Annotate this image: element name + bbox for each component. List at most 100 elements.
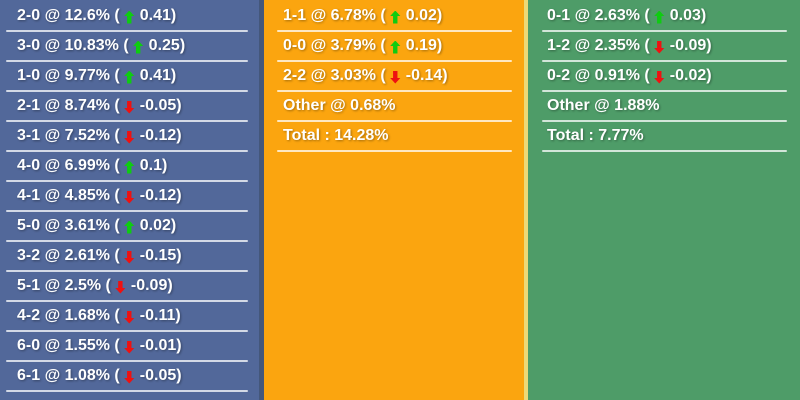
open-paren: (: [639, 37, 650, 54]
change-value: -0.05: [139, 367, 177, 384]
close-paren: ): [170, 67, 177, 84]
score-label: 5-0 @ 3.61%: [17, 217, 110, 234]
change-value: 0.41: [139, 67, 171, 84]
open-paren: (: [109, 367, 120, 384]
row-divider: [6, 240, 248, 242]
score-label: 4-0 @ 6.99%: [17, 157, 110, 174]
change-value: 0.41: [139, 7, 171, 24]
score-label: 6-1 @ 1.08%: [17, 367, 110, 384]
change-value: -0.01: [139, 337, 177, 354]
close-paren: ): [700, 7, 707, 24]
row-divider: [277, 120, 512, 122]
score-label: 0-1 @ 2.63%: [547, 7, 640, 24]
up-arrow-icon: [390, 10, 401, 24]
score-label: Other @ 0.68%: [283, 97, 396, 114]
score-label: 1-0 @ 9.77%: [17, 67, 110, 84]
row-divider: [6, 360, 248, 362]
score-label: 3-1 @ 7.52%: [17, 127, 110, 144]
score-row: 4-2 @ 1.68% (-0.11): [0, 302, 259, 330]
score-label: 0-2 @ 0.91%: [547, 67, 640, 84]
home-win-scores-panel: 2-0 @ 12.6% (0.41) 3-0 @ 10.83% (0.25) 1-0…: [0, 0, 264, 400]
open-paren: (: [375, 67, 386, 84]
down-arrow-icon: [124, 130, 135, 144]
row-divider: [277, 150, 512, 152]
row-divider: [6, 390, 248, 392]
score-row: 1-0 @ 9.77% (0.41): [0, 62, 259, 90]
close-paren: ): [176, 367, 182, 384]
score-row: 5-1 @ 2.5% (-0.09): [0, 272, 259, 300]
row-divider: [542, 30, 787, 32]
draw-scores-panel: 1-1 @ 6.78% (0.02) 0-0 @ 3.79% (0.19) 2-2 …: [264, 0, 524, 400]
change-value: 0.25: [148, 37, 180, 54]
down-arrow-icon: [115, 280, 126, 294]
row-divider: [6, 150, 248, 152]
score-label: 5-1 @ 2.5%: [17, 277, 102, 294]
score-row: Total : 14.28%: [264, 122, 524, 150]
row-divider: [6, 210, 248, 212]
score-label: 3-0 @ 10.83%: [17, 37, 119, 54]
score-row: 0-0 @ 3.79% (0.19): [264, 32, 524, 60]
open-paren: (: [109, 67, 120, 84]
score-label: 6-0 @ 1.55%: [17, 337, 110, 354]
row-divider: [6, 30, 248, 32]
score-row: 5-0 @ 3.61% (0.02): [0, 212, 259, 240]
score-label: Total : 14.28%: [283, 127, 389, 144]
score-label: 2-1 @ 8.74%: [17, 97, 110, 114]
close-paren: ): [176, 337, 182, 354]
row-divider: [542, 150, 787, 152]
row-divider: [6, 330, 248, 332]
score-row: 1-1 @ 6.78% (0.02): [264, 2, 524, 30]
score-row: 2-2 @ 3.03% ( -0.14): [264, 62, 524, 90]
close-paren: ): [436, 7, 443, 24]
close-paren: ): [706, 67, 712, 84]
score-row: 0-2 @ 0.91% (-0.02): [528, 62, 800, 90]
change-value: -0.09: [669, 37, 707, 54]
close-paren: ): [436, 37, 443, 54]
open-paren: (: [109, 307, 120, 324]
change-value: -0.12: [139, 187, 177, 204]
open-paren: (: [109, 157, 120, 174]
change-value: 0.02: [139, 217, 171, 234]
down-arrow-icon: [654, 70, 665, 84]
up-arrow-icon: [133, 40, 144, 54]
up-arrow-icon: [124, 220, 135, 234]
open-paren: (: [109, 127, 120, 144]
up-arrow-icon: [124, 10, 135, 24]
score-label: Other @ 1.88%: [547, 97, 660, 114]
open-paren: (: [639, 7, 650, 24]
score-row: 3-1 @ 7.52% (-0.12): [0, 122, 259, 150]
score-row: 4-1 @ 4.85% ( -0.12): [0, 182, 259, 210]
score-label: 4-1 @ 4.85%: [17, 187, 110, 204]
row-divider: [542, 120, 787, 122]
draw-score-rows: 1-1 @ 6.78% (0.02) 0-0 @ 3.79% (0.19) 2-2 …: [264, 0, 524, 152]
change-value: -0.12: [139, 127, 177, 144]
score-label: 0-0 @ 3.79%: [283, 37, 376, 54]
open-paren: (: [109, 247, 120, 264]
score-row: Other @ 1.88%: [528, 92, 800, 120]
row-divider: [6, 90, 248, 92]
row-divider: [542, 90, 787, 92]
score-row: 2-0 @ 12.6% (0.41): [0, 2, 259, 30]
close-paren: ): [442, 67, 448, 84]
down-arrow-icon: [124, 100, 135, 114]
open-paren: (: [375, 37, 386, 54]
away-win-scores-panel: 0-1 @ 2.63% (0.03) 1-2 @ 2.35% (-0.09) 0-2…: [524, 0, 800, 400]
score-label: 2-2 @ 3.03%: [283, 67, 376, 84]
down-arrow-icon: [124, 190, 135, 204]
open-paren: (: [109, 337, 120, 354]
open-paren: (: [109, 7, 120, 24]
change-value: 0.1: [139, 157, 163, 174]
away-score-rows: 0-1 @ 2.63% (0.03) 1-2 @ 2.35% (-0.09) 0-2…: [528, 0, 800, 152]
up-arrow-icon: [654, 10, 665, 24]
close-paren: ): [176, 187, 182, 204]
score-label: 2-0 @ 12.6%: [17, 7, 110, 24]
change-value: -0.14: [405, 67, 443, 84]
score-row: 4-0 @ 6.99% (0.1): [0, 152, 259, 180]
score-row: 0-1 @ 2.63% (0.03): [528, 2, 800, 30]
close-paren: ): [162, 157, 168, 174]
change-value: 0.02: [405, 7, 437, 24]
score-row: 2-1 @ 8.74% (-0.05): [0, 92, 259, 120]
open-paren: (: [109, 187, 120, 204]
score-label: 1-1 @ 6.78%: [283, 7, 376, 24]
